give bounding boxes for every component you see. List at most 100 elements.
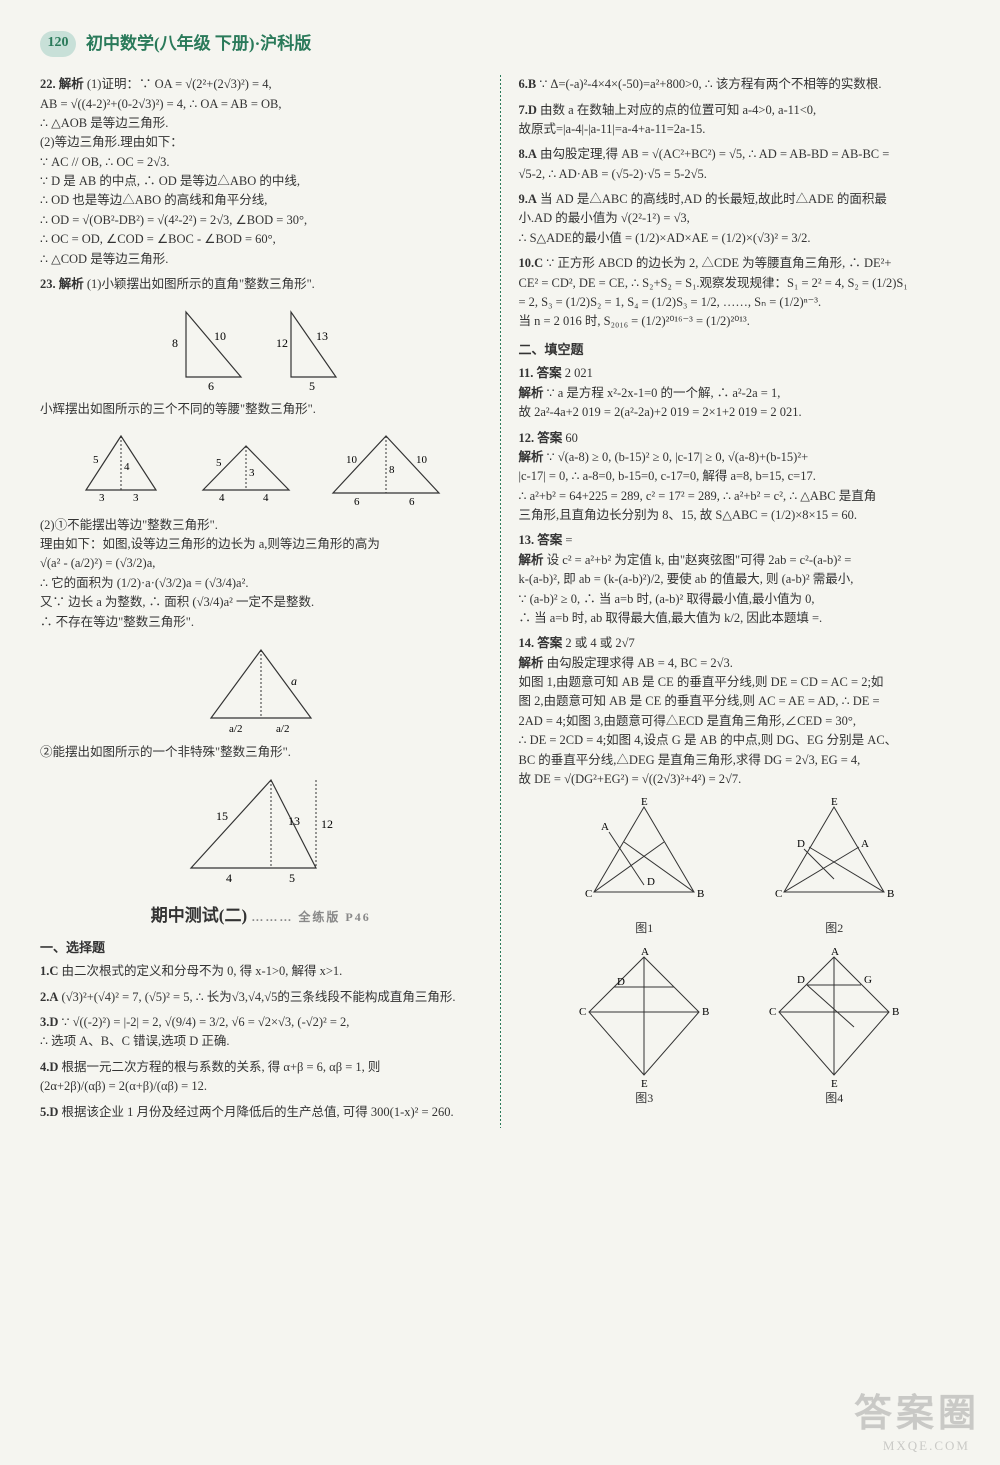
q22-l0: (1)证明：∵ OA = √(2²+(2√3)²) = 4, xyxy=(87,77,272,91)
choice-3: 3.D ∵ √((-2)²) = |-2| = 2, √(9/4) = 3/2,… xyxy=(40,1013,482,1052)
iso-tri-b: 5 3 4 4 xyxy=(191,428,301,503)
q23-fig1: 8 6 10 12 5 13 xyxy=(40,302,482,392)
fig4-svg: A D G C B E xyxy=(759,947,909,1087)
svg-text:8: 8 xyxy=(172,336,178,350)
fill-11: 11. 答案 2 021 解析 ∵ a 是方程 x²-2x-1=0 的一个解, … xyxy=(519,364,961,422)
svg-text:5: 5 xyxy=(93,454,99,466)
svg-text:A: A xyxy=(831,947,839,958)
choice-6: 6.B ∵ Δ=(-a)²-4×4×(-50)=a²+800>0, ∴ 该方程有… xyxy=(519,75,961,94)
svg-text:B: B xyxy=(702,1006,709,1018)
fig2-container: E D A C B 图2 xyxy=(759,797,909,938)
q22-l5: ∵ D 是 AB 的中点, ∴ OD 是等边△ABO 的中线, xyxy=(40,174,300,188)
svg-text:10: 10 xyxy=(346,454,358,466)
svg-text:13: 13 xyxy=(288,814,300,828)
right-triangle-b: 12 5 13 xyxy=(276,302,356,392)
q22-l7: ∴ OD = √(OB²-DB²) = √(4²-2²) = 2√3, ∠BOD… xyxy=(40,213,307,227)
choice-4: 4.D 根据一元二次方程的根与系数的关系, 得 α+β = 6, αβ = 1,… xyxy=(40,1058,482,1097)
svg-text:4: 4 xyxy=(263,492,269,503)
svg-text:C: C xyxy=(579,1006,586,1018)
q23-p2-l2: √(a² - (a/2)²) = (√3/2)a, xyxy=(40,556,155,570)
q23-p2-l4: 又∵ 边长 a 为整数, ∴ 面积 (√3/4)a² 一定不是整数. xyxy=(40,595,314,609)
svg-text:5: 5 xyxy=(309,379,315,392)
svg-text:5: 5 xyxy=(216,457,222,469)
svg-text:4: 4 xyxy=(219,492,225,503)
fig4-label: 图4 xyxy=(759,1089,909,1108)
q22: 22. 解析 (1)证明：∵ OA = √(2²+(2√3)²) = 4, AB… xyxy=(40,75,482,269)
svg-text:10: 10 xyxy=(416,454,428,466)
q22-label: 解析 xyxy=(59,77,84,91)
q22-l1: AB = √((4-2)²+(0-2√3)²) = 4, ∴ OA = AB =… xyxy=(40,97,282,111)
fig1-svg: E A D C B xyxy=(569,797,719,917)
q23-line1: (1)小颖摆出如图所示的直角"整数三角形". xyxy=(87,277,315,291)
column-divider xyxy=(500,75,501,1128)
svg-text:D: D xyxy=(797,974,805,986)
q23-p2-l1: 理由如下：如图,设等边三角形的边长为 a,则等边三角形的高为 xyxy=(40,537,380,551)
svg-text:C: C xyxy=(775,888,782,900)
q22-l3: (2)等边三角形.理由如下： xyxy=(40,135,183,149)
iso-tri-c: 10 10 8 6 6 xyxy=(321,428,451,508)
q23-fig2: 5 4 3 3 5 3 4 4 10 10 8 6 6 xyxy=(40,428,482,508)
svg-text:12: 12 xyxy=(321,817,333,831)
fig2-svg: E D A C B xyxy=(759,797,909,917)
svg-text:8: 8 xyxy=(389,464,395,476)
fig4-container: A D G C B E 图4 xyxy=(759,947,909,1108)
fig1-container: E A D C B 图1 xyxy=(569,797,719,938)
fig3-container: A D C B E 图3 xyxy=(569,947,719,1108)
q22-l6: ∴ OD 也是等边△ABO 的高线和角平分线, xyxy=(40,193,267,207)
svg-text:B: B xyxy=(892,1006,899,1018)
svg-text:D: D xyxy=(647,876,655,888)
q22-l8: ∴ OC = OD, ∠COD = ∠BOC - ∠BOD = 60°, xyxy=(40,232,276,246)
q23-p2-l0: (2)①不能摆出等边"整数三角形". xyxy=(40,518,218,532)
q23-line3: ②能摆出如图所示的一个非特殊"整数三角形". xyxy=(40,743,482,762)
svg-text:B: B xyxy=(697,888,704,900)
svg-text:15: 15 xyxy=(216,809,228,823)
svg-text:A: A xyxy=(861,838,869,850)
fill-14: 14. 答案 2 或 4 或 2√7 解析 由勾股定理求得 AB = 4, BC… xyxy=(519,634,961,789)
q23-p2-l3: ∴ 它的面积为 (1/2)·a·(√3/2)a = (√3/4)a². xyxy=(40,576,248,590)
choice-8: 8.A 由勾股定理,得 AB = √(AC²+BC²) = √5, ∴ AD =… xyxy=(519,145,961,184)
page-number-badge: 120 xyxy=(40,31,76,57)
svg-text:12: 12 xyxy=(276,336,288,350)
equilateral-tri: a a/2 a/2 xyxy=(191,640,331,735)
left-column: 22. 解析 (1)证明：∵ OA = √(2²+(2√3)²) = 4, AB… xyxy=(40,75,482,1128)
svg-text:D: D xyxy=(797,838,805,850)
choice-10: 10.C ∵ 正方形 ABCD 的边长为 2, △CDE 为等腰直角三角形, ∴… xyxy=(519,254,961,332)
q22-l2: ∴ △AOB 是等边三角形. xyxy=(40,116,168,130)
scalene-tri: 15 13 12 4 5 xyxy=(161,770,361,890)
q14-figs-row2: A D C B E 图3 A D G C xyxy=(519,947,961,1108)
svg-text:E: E xyxy=(641,797,648,808)
svg-text:3: 3 xyxy=(99,492,105,503)
q23-num: 23. xyxy=(40,277,56,291)
section-2-title: 二、填空题 xyxy=(519,340,961,361)
svg-text:3: 3 xyxy=(249,467,255,479)
choice-9: 9.A 当 AD 是△ABC 的高线时,AD 的长最短,故此时△ADE 的面积最… xyxy=(519,190,961,248)
midterm-ref: ……… 全练版 P46 xyxy=(251,910,370,924)
fig3-label: 图3 xyxy=(569,1089,719,1108)
svg-text:6: 6 xyxy=(354,496,360,508)
q23-fig3: a a/2 a/2 xyxy=(40,640,482,735)
q23-fig4: 15 13 12 4 5 xyxy=(40,770,482,890)
svg-text:a: a xyxy=(291,674,297,688)
page-header: 120 初中数学(八年级 下册)·沪科版 xyxy=(40,30,960,57)
svg-text:5: 5 xyxy=(289,871,295,885)
svg-text:D: D xyxy=(617,976,625,988)
fig3-svg: A D C B E xyxy=(569,947,719,1087)
svg-text:6: 6 xyxy=(409,496,415,508)
q22-l4: ∵ AC // OB, ∴ OC = 2√3. xyxy=(40,155,169,169)
right-triangle-a: 8 6 10 xyxy=(166,302,256,392)
svg-text:E: E xyxy=(831,797,838,808)
fig1-label: 图1 xyxy=(569,919,719,938)
q22-l9: ∴ △COD 是等边三角形. xyxy=(40,252,168,266)
svg-text:G: G xyxy=(864,974,872,986)
fill-12: 12. 答案 60 解析 ∵ √(a-8) ≥ 0, (b-15)² ≥ 0, … xyxy=(519,429,961,526)
svg-text:C: C xyxy=(769,1006,776,1018)
fig2-label: 图2 xyxy=(759,919,909,938)
fill-13: 13. 答案 = 解析 设 c² = a²+b² 为定值 k, 由"赵爽弦图"可… xyxy=(519,531,961,628)
svg-text:a/2: a/2 xyxy=(276,723,289,735)
choice-7: 7.D 由数 a 在数轴上对应的点的位置可知 a-4>0, a-11<0, 故原… xyxy=(519,101,961,140)
q23: 23. 解析 (1)小颖摆出如图所示的直角"整数三角形". xyxy=(40,275,482,294)
choice-1: 1.C 由二次根式的定义和分母不为 0, 得 x-1>0, 解得 x>1. xyxy=(40,962,482,981)
svg-text:6: 6 xyxy=(208,379,214,392)
q23-label: 解析 xyxy=(59,277,84,291)
svg-text:C: C xyxy=(585,888,592,900)
